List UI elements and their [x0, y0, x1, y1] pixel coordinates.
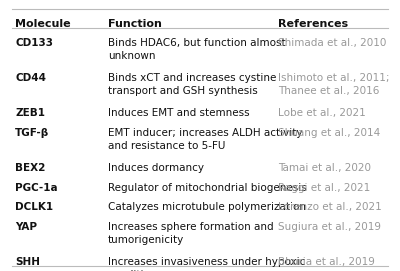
- Text: ZEB1: ZEB1: [15, 108, 45, 118]
- Text: TGF-β: TGF-β: [15, 128, 50, 138]
- Text: YAP: YAP: [15, 222, 37, 232]
- Text: PGC-1a: PGC-1a: [15, 183, 58, 193]
- Text: Lobe et al., 2021: Lobe et al., 2021: [278, 108, 366, 118]
- Text: Increases invasiveness under hypoxic
condition: Increases invasiveness under hypoxic con…: [108, 257, 305, 271]
- Text: BEX2: BEX2: [15, 163, 46, 173]
- Text: CD133: CD133: [15, 38, 53, 48]
- Text: Function: Function: [108, 19, 162, 29]
- Text: Binds xCT and increases cystine
transport and GSH synthesis: Binds xCT and increases cystine transpor…: [108, 73, 276, 96]
- Text: Catalyzes microtubule polymerization: Catalyzes microtubule polymerization: [108, 202, 306, 212]
- Text: Tamai et al., 2020: Tamai et al., 2020: [278, 163, 371, 173]
- Text: Increases sphere formation and
tumorigenicity: Increases sphere formation and tumorigen…: [108, 222, 274, 245]
- Text: Lorenzo et al., 2021: Lorenzo et al., 2021: [278, 202, 382, 212]
- Text: Molecule: Molecule: [15, 19, 71, 29]
- Text: Ishimoto et al., 2011;
Thanee et al., 2016: Ishimoto et al., 2011; Thanee et al., 20…: [278, 73, 390, 96]
- Text: Bhuria et al., 2019: Bhuria et al., 2019: [278, 257, 375, 267]
- Text: SHH: SHH: [15, 257, 40, 267]
- Text: Shuang et al., 2014: Shuang et al., 2014: [278, 128, 380, 138]
- Text: Induces EMT and stemness: Induces EMT and stemness: [108, 108, 250, 118]
- Text: DCLK1: DCLK1: [15, 202, 53, 212]
- Text: CD44: CD44: [15, 73, 46, 83]
- Text: Raggi et al., 2021: Raggi et al., 2021: [278, 183, 370, 193]
- Text: Binds HDAC6, but function almost
unknown: Binds HDAC6, but function almost unknown: [108, 38, 286, 61]
- Text: References: References: [278, 19, 348, 29]
- Text: Shimada et al., 2010: Shimada et al., 2010: [278, 38, 386, 48]
- Text: Regulator of mitochondrial biogenesis: Regulator of mitochondrial biogenesis: [108, 183, 307, 193]
- Text: EMT inducer; increases ALDH activity
and resistance to 5-FU: EMT inducer; increases ALDH activity and…: [108, 128, 302, 151]
- Text: Sugiura et al., 2019: Sugiura et al., 2019: [278, 222, 381, 232]
- Text: Induces dormancy: Induces dormancy: [108, 163, 204, 173]
